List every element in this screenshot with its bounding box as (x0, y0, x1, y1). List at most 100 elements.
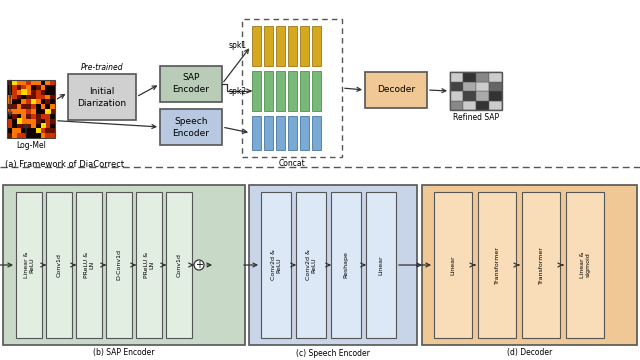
FancyBboxPatch shape (296, 192, 326, 338)
FancyBboxPatch shape (26, 84, 31, 90)
Text: SAP: SAP (182, 73, 200, 82)
Text: Linear: Linear (451, 255, 456, 275)
FancyBboxPatch shape (7, 94, 12, 99)
FancyBboxPatch shape (40, 94, 46, 99)
FancyBboxPatch shape (252, 116, 261, 150)
FancyBboxPatch shape (36, 94, 41, 99)
FancyBboxPatch shape (21, 94, 27, 99)
FancyBboxPatch shape (21, 89, 27, 94)
FancyBboxPatch shape (45, 99, 51, 104)
FancyBboxPatch shape (36, 123, 41, 128)
FancyBboxPatch shape (26, 123, 31, 128)
FancyBboxPatch shape (45, 108, 51, 114)
FancyBboxPatch shape (276, 71, 285, 111)
FancyBboxPatch shape (7, 104, 12, 109)
FancyBboxPatch shape (21, 104, 27, 109)
FancyBboxPatch shape (276, 116, 285, 150)
FancyBboxPatch shape (50, 104, 56, 109)
FancyBboxPatch shape (46, 192, 72, 338)
FancyBboxPatch shape (12, 80, 17, 85)
FancyBboxPatch shape (26, 113, 31, 119)
FancyBboxPatch shape (17, 128, 22, 133)
FancyBboxPatch shape (21, 123, 27, 128)
Text: (a) Framework of DiaCorrect: (a) Framework of DiaCorrect (5, 159, 124, 168)
FancyBboxPatch shape (40, 99, 46, 104)
FancyBboxPatch shape (50, 99, 56, 104)
Text: Linear: Linear (378, 255, 383, 275)
Text: Transformer: Transformer (495, 246, 499, 284)
FancyBboxPatch shape (12, 80, 17, 85)
FancyBboxPatch shape (136, 192, 162, 338)
FancyBboxPatch shape (12, 113, 17, 119)
Text: Reshape: Reshape (344, 252, 349, 278)
FancyBboxPatch shape (36, 99, 41, 104)
FancyBboxPatch shape (3, 185, 245, 345)
FancyBboxPatch shape (26, 118, 31, 123)
FancyBboxPatch shape (45, 89, 51, 94)
FancyBboxPatch shape (40, 113, 46, 119)
FancyBboxPatch shape (50, 94, 56, 99)
FancyBboxPatch shape (45, 108, 51, 114)
FancyBboxPatch shape (31, 80, 36, 85)
FancyBboxPatch shape (264, 71, 273, 111)
FancyBboxPatch shape (476, 81, 489, 91)
FancyBboxPatch shape (17, 118, 22, 123)
FancyBboxPatch shape (434, 192, 472, 338)
FancyBboxPatch shape (26, 128, 31, 133)
Text: Concat: Concat (278, 159, 305, 168)
FancyBboxPatch shape (7, 99, 12, 104)
FancyBboxPatch shape (160, 66, 222, 102)
FancyBboxPatch shape (45, 104, 51, 109)
FancyBboxPatch shape (40, 118, 46, 123)
FancyBboxPatch shape (50, 80, 56, 85)
FancyBboxPatch shape (40, 80, 46, 85)
FancyBboxPatch shape (12, 104, 17, 109)
Text: Diarization: Diarization (77, 99, 127, 108)
FancyBboxPatch shape (276, 26, 285, 66)
FancyBboxPatch shape (31, 118, 36, 123)
FancyBboxPatch shape (450, 100, 463, 110)
FancyBboxPatch shape (40, 133, 46, 138)
Circle shape (194, 260, 204, 270)
FancyBboxPatch shape (31, 133, 36, 138)
FancyBboxPatch shape (40, 128, 46, 133)
FancyBboxPatch shape (26, 99, 31, 104)
FancyBboxPatch shape (36, 128, 41, 133)
FancyBboxPatch shape (288, 71, 297, 111)
FancyBboxPatch shape (489, 91, 502, 100)
FancyBboxPatch shape (45, 128, 51, 133)
FancyBboxPatch shape (12, 94, 17, 99)
FancyBboxPatch shape (31, 89, 36, 94)
FancyBboxPatch shape (26, 133, 31, 138)
FancyBboxPatch shape (31, 94, 36, 99)
FancyBboxPatch shape (17, 113, 22, 119)
Text: Refined SAP: Refined SAP (453, 112, 499, 122)
FancyBboxPatch shape (489, 72, 502, 81)
Text: Linear &
sigmoid: Linear & sigmoid (580, 252, 590, 278)
FancyBboxPatch shape (7, 89, 12, 94)
FancyBboxPatch shape (45, 118, 51, 123)
FancyBboxPatch shape (36, 133, 41, 138)
FancyBboxPatch shape (21, 133, 27, 138)
FancyBboxPatch shape (36, 118, 41, 123)
FancyBboxPatch shape (17, 118, 22, 123)
FancyBboxPatch shape (31, 113, 36, 119)
FancyBboxPatch shape (40, 104, 46, 109)
FancyBboxPatch shape (422, 185, 637, 345)
FancyBboxPatch shape (50, 118, 56, 123)
Text: PReLU &
LN: PReLU & LN (84, 252, 95, 278)
FancyBboxPatch shape (366, 192, 396, 338)
FancyBboxPatch shape (365, 72, 427, 108)
FancyBboxPatch shape (106, 192, 132, 338)
FancyBboxPatch shape (31, 123, 36, 128)
FancyBboxPatch shape (450, 91, 463, 100)
FancyBboxPatch shape (566, 192, 604, 338)
FancyBboxPatch shape (50, 133, 56, 138)
FancyBboxPatch shape (489, 81, 502, 91)
FancyBboxPatch shape (264, 26, 273, 66)
FancyBboxPatch shape (50, 123, 56, 128)
Text: (c) Speech Encoder: (c) Speech Encoder (296, 348, 370, 357)
FancyBboxPatch shape (45, 123, 51, 128)
FancyBboxPatch shape (17, 108, 22, 114)
FancyBboxPatch shape (7, 108, 12, 114)
